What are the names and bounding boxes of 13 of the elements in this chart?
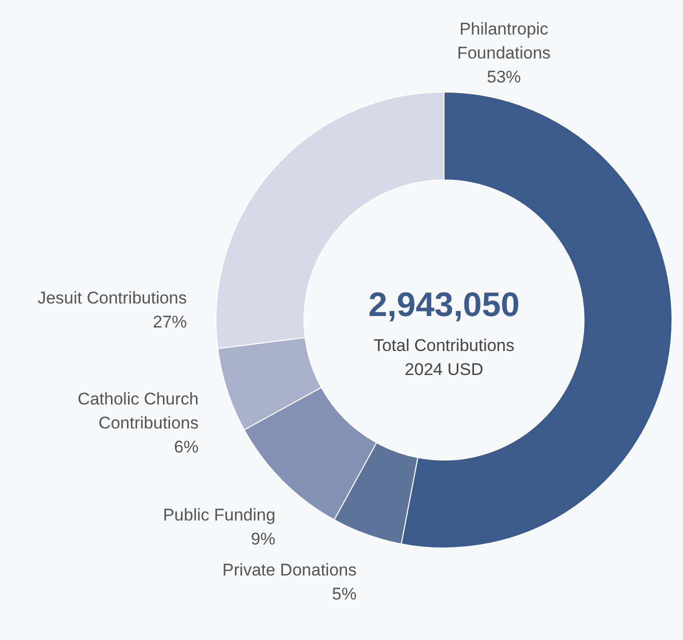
slice-label: Catholic Church Contributions xyxy=(78,390,199,433)
data-label: 53% xyxy=(486,67,521,86)
data-label: 6% xyxy=(174,438,199,457)
slice-label: Private Donations xyxy=(222,560,357,580)
slice-label: Jesuit Contributions xyxy=(38,288,187,308)
text: 2,943,050 xyxy=(368,286,520,324)
text: 2024 USD xyxy=(404,360,484,379)
data-label: 27% xyxy=(152,312,187,332)
text: Total Contributions xyxy=(374,336,514,355)
slice-label: Public Funding xyxy=(162,505,276,524)
slice-label: Philantropic Foundations xyxy=(457,19,551,62)
data-label: 9% xyxy=(250,529,276,548)
data-label: 5% xyxy=(332,584,357,604)
